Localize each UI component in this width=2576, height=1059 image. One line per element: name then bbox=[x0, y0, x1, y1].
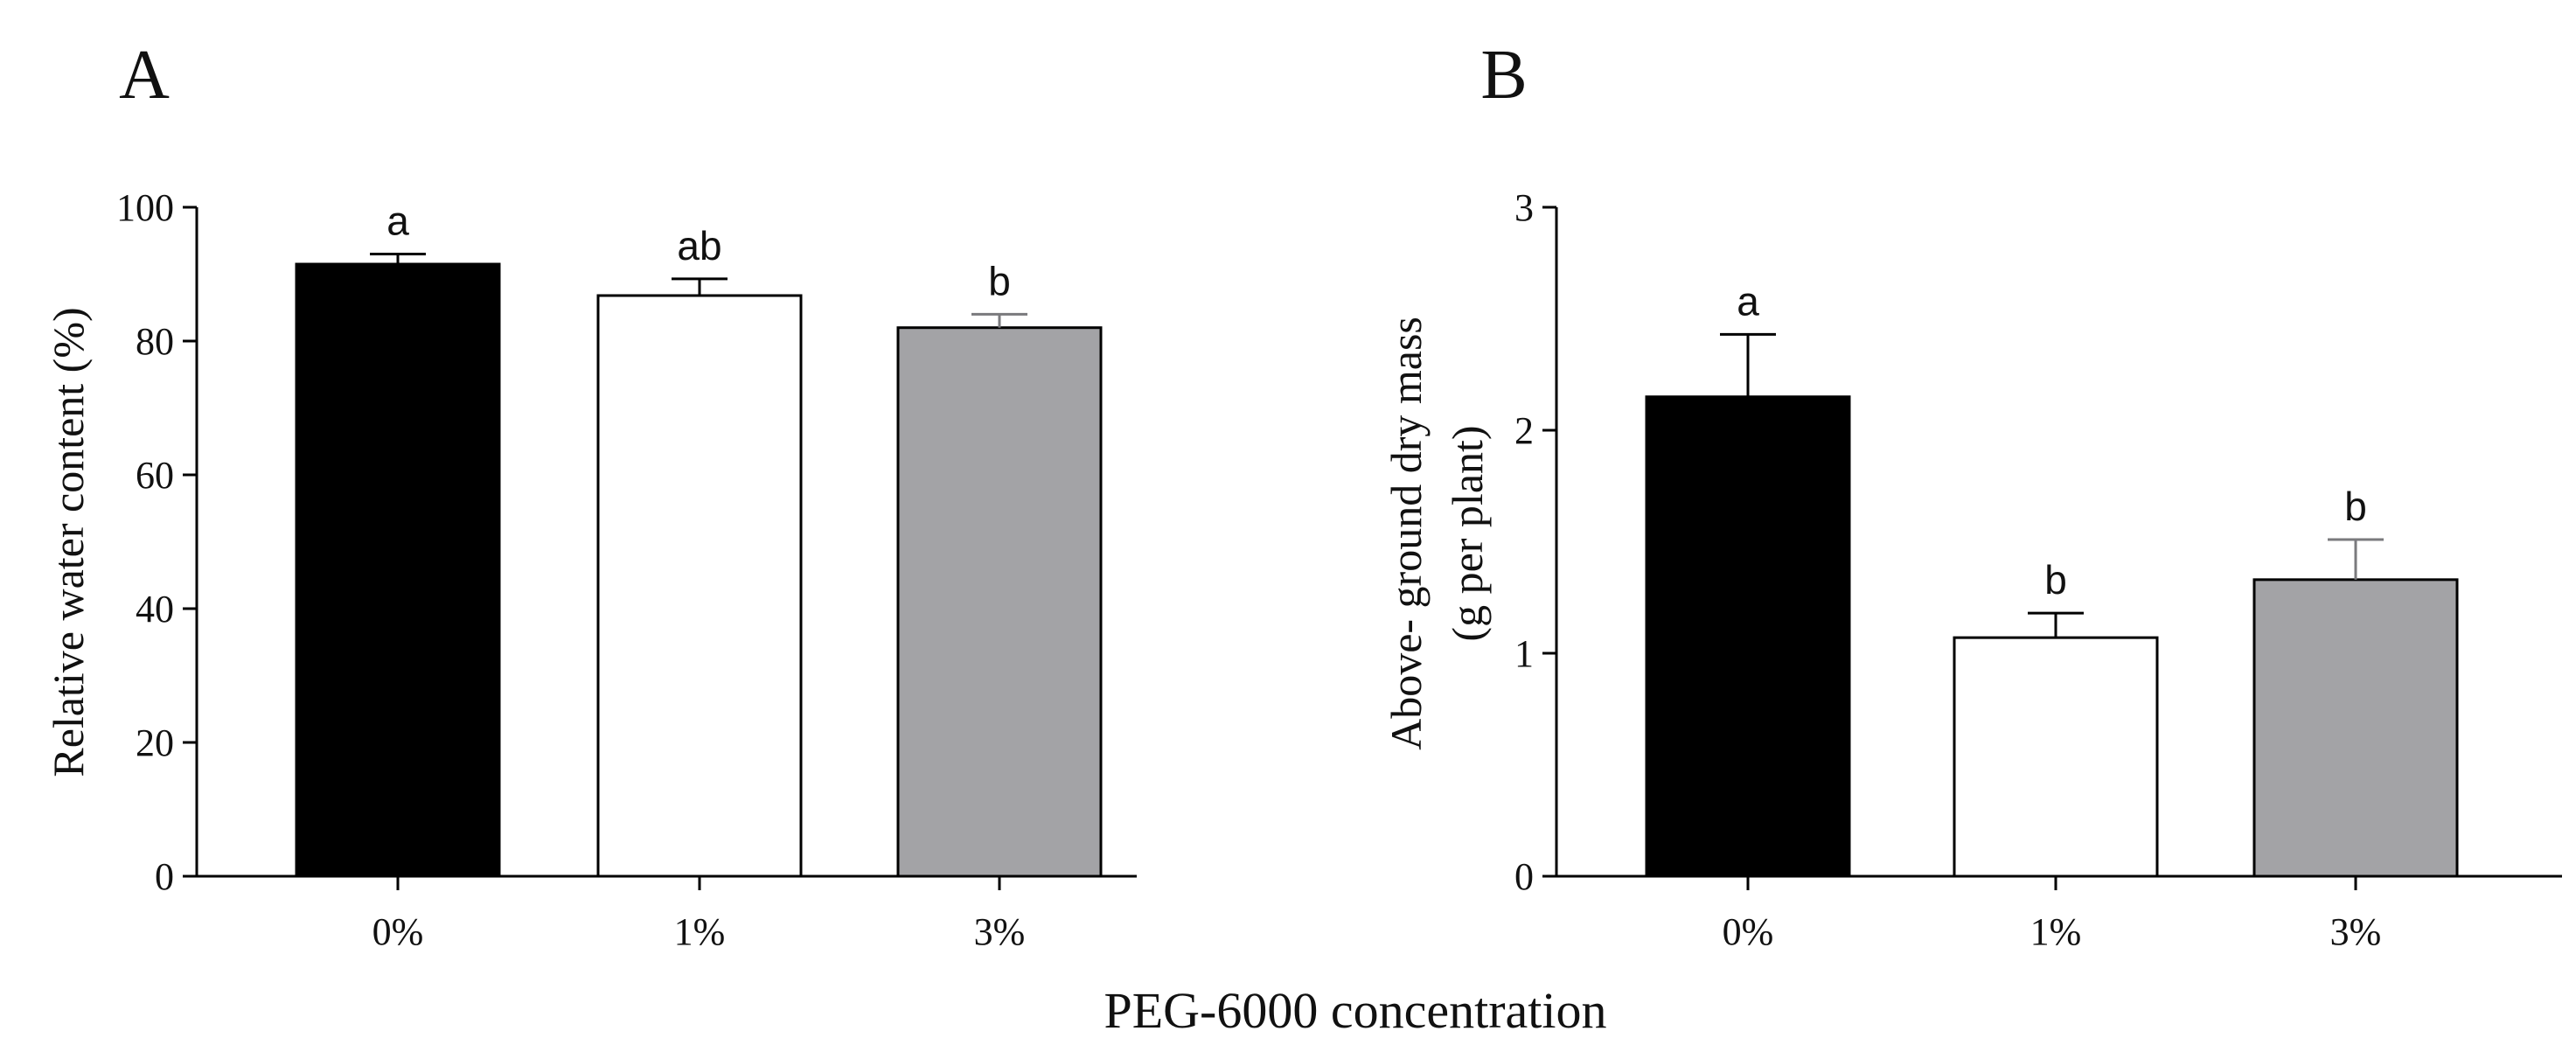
panel-a-y-tick-label-1: 0 bbox=[155, 855, 174, 898]
panel-b-bar-2 bbox=[1953, 636, 2159, 878]
panel-a: Aa 0% ab 1% b 3% 0 20 40 60 80 100 Relative water co… bbox=[44, 37, 1137, 953]
panel-b-y-tick-label-2: 1 bbox=[1514, 632, 1534, 675]
panel-a-y-tick-label-3: 40 bbox=[136, 588, 174, 631]
panel-b-bar-1 bbox=[1645, 395, 1851, 878]
panel-b-y-tick-label-1: 0 bbox=[1514, 855, 1534, 898]
panel-a-significance-label-3: b bbox=[988, 258, 1011, 303]
panel-b-letter: B bbox=[1480, 37, 1527, 114]
panel-b-x-tick-label-1: 0% bbox=[1723, 910, 1774, 953]
panel-a-x-tick-label-1: 0% bbox=[372, 910, 424, 953]
panel-b-significance-label-1: a bbox=[1737, 278, 1759, 324]
panel-b-y-axis-label-line-1: Above- ground dry mass bbox=[1382, 317, 1431, 750]
panel-b-significance-label-3: b bbox=[2344, 484, 2367, 529]
panel-b-x-tick-label-2: 1% bbox=[2030, 910, 2082, 953]
panel-b-x-tick-label-3: 3% bbox=[2330, 910, 2382, 953]
panel-b: Ba 0% b 1% b 3% 0 1 2 3 Above- ground dry mass (g p… bbox=[1382, 37, 2562, 953]
panel-b-y-tick-label-4: 3 bbox=[1514, 186, 1534, 229]
panel-a-bar-2 bbox=[596, 294, 803, 878]
panel-a-letter: A bbox=[119, 37, 170, 114]
panel-a-y-tick-label-6: 100 bbox=[116, 186, 174, 229]
panel-a-bar-3 bbox=[896, 326, 1103, 878]
panel-a-x-tick-label-3: 3% bbox=[974, 910, 1026, 953]
panel-b-y-axis-label-line-2: (g per plant) bbox=[1443, 425, 1492, 641]
panel-a-y-axis-label: Relative water content (%) bbox=[44, 307, 93, 777]
panel-a-y-tick-label-4: 60 bbox=[136, 454, 174, 497]
panel-a-y-tick-label-5: 80 bbox=[136, 320, 174, 363]
panel-b-bar-3 bbox=[2252, 578, 2459, 878]
panel-b-significance-label-2: b bbox=[2044, 557, 2067, 603]
panel-a-significance-label-1: a bbox=[386, 199, 409, 244]
panel-a-bar-1 bbox=[295, 262, 501, 878]
shared-x-axis-label: PEG-6000 concentration bbox=[1104, 982, 1606, 1039]
panel-a-y-tick-label-2: 20 bbox=[136, 721, 174, 764]
panel-a-significance-label-2: ab bbox=[677, 223, 721, 268]
panel-a-x-tick-label-2: 1% bbox=[674, 910, 726, 953]
panel-b-y-tick-label-3: 2 bbox=[1514, 409, 1534, 452]
